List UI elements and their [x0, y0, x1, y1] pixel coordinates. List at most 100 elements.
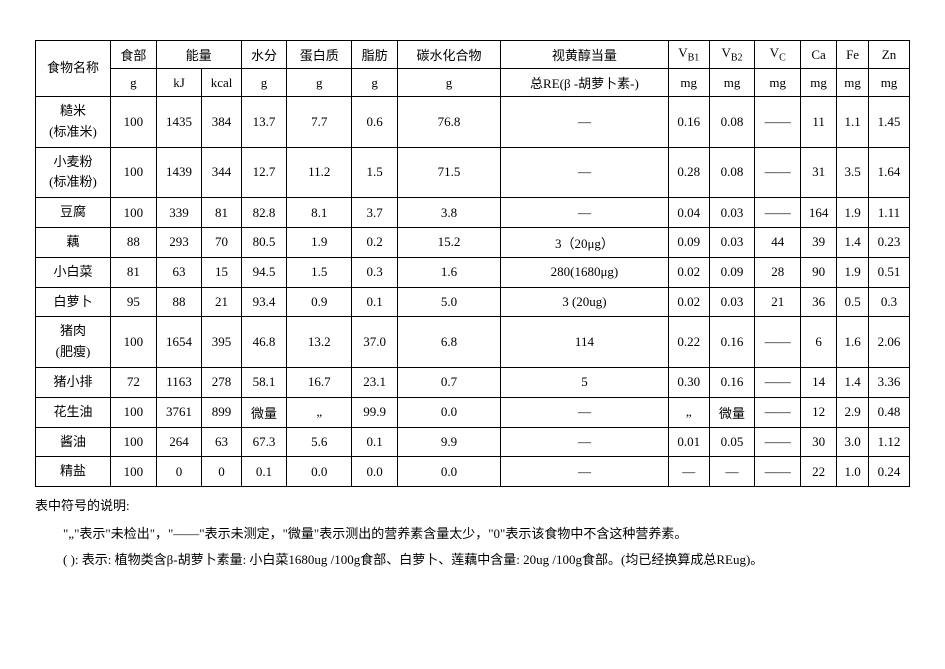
cell-zn: 0.51 [869, 257, 910, 287]
cell-vb2: 0.16 [709, 367, 755, 397]
cell-vc: 28 [755, 257, 801, 287]
cell-vb2: 0.03 [709, 198, 755, 228]
cell-vb1: — [668, 457, 709, 487]
cell-fat: 3.7 [352, 198, 398, 228]
cell-retinol: 5 [501, 367, 669, 397]
cell-kcal: 278 [202, 367, 241, 397]
cell-zn: 0.3 [869, 287, 910, 317]
cell-zn: 1.11 [869, 198, 910, 228]
cell-zn: 2.06 [869, 317, 910, 368]
cell-carb: 3.8 [397, 198, 500, 228]
cell-carb: 76.8 [397, 97, 500, 148]
cell-protein: 5.6 [287, 427, 352, 457]
food-name-cell: 藕 [36, 227, 111, 257]
cell-vc: —— [755, 427, 801, 457]
cell-fat: 0.1 [352, 427, 398, 457]
cell-fat: 0.2 [352, 227, 398, 257]
cell-fe: 0.5 [837, 287, 869, 317]
cell-carb: 71.5 [397, 147, 500, 198]
cell-ca: 11 [801, 97, 837, 148]
cell-retinol: 3（20μg） [501, 227, 669, 257]
cell-protein: 1.5 [287, 257, 352, 287]
cell-water: 12.7 [241, 147, 287, 198]
cell-ca: 164 [801, 198, 837, 228]
cell-edible: 100 [111, 97, 157, 148]
cell-fe: 3.0 [837, 427, 869, 457]
cell-fat: 1.5 [352, 147, 398, 198]
cell-kcal: 395 [202, 317, 241, 368]
food-name-cell: 小白菜 [36, 257, 111, 287]
cell-vc: —— [755, 367, 801, 397]
table-row: 酱油1002646367.35.60.19.9—0.010.05——303.01… [36, 427, 910, 457]
cell-fat: 0.3 [352, 257, 398, 287]
cell-fe: 1.1 [837, 97, 869, 148]
cell-kj: 1439 [156, 147, 202, 198]
cell-vb1: 0.22 [668, 317, 709, 368]
cell-edible: 100 [111, 317, 157, 368]
cell-kcal: 344 [202, 147, 241, 198]
table-row: 白萝卜95882193.40.90.15.03 (20ug)0.020.0321… [36, 287, 910, 317]
cell-vb1: 0.02 [668, 257, 709, 287]
cell-protein: 11.2 [287, 147, 352, 198]
cell-vb2: 0.03 [709, 287, 755, 317]
cell-vb2: 0.05 [709, 427, 755, 457]
cell-fe: 2.9 [837, 397, 869, 427]
cell-water: 80.5 [241, 227, 287, 257]
cell-retinol: — [501, 147, 669, 198]
cell-vc: 44 [755, 227, 801, 257]
cell-vb1: 0.04 [668, 198, 709, 228]
cell-water: 82.8 [241, 198, 287, 228]
cell-fe: 1.6 [837, 317, 869, 368]
notes-line2: ( ): 表示: 植物类含β-胡萝卜素量: 小白菜1680ug /100g食部、… [35, 547, 910, 573]
cell-edible: 81 [111, 257, 157, 287]
cell-vb2: 0.03 [709, 227, 755, 257]
cell-fe: 1.4 [837, 227, 869, 257]
cell-vb2: 0.08 [709, 97, 755, 148]
cell-kj: 88 [156, 287, 202, 317]
cell-edible: 100 [111, 427, 157, 457]
cell-water: 93.4 [241, 287, 287, 317]
cell-kj: 1654 [156, 317, 202, 368]
cell-zn: 0.23 [869, 227, 910, 257]
cell-kj: 293 [156, 227, 202, 257]
cell-vc: —— [755, 198, 801, 228]
cell-retinol: — [501, 198, 669, 228]
table-row: 精盐100000.10.00.00.0—————221.00.24 [36, 457, 910, 487]
cell-ca: 30 [801, 427, 837, 457]
cell-vb1: 0.09 [668, 227, 709, 257]
cell-protein: 0.9 [287, 287, 352, 317]
cell-edible: 72 [111, 367, 157, 397]
cell-kj: 1163 [156, 367, 202, 397]
cell-zn: 1.12 [869, 427, 910, 457]
cell-protein: 13.2 [287, 317, 352, 368]
cell-carb: 5.0 [397, 287, 500, 317]
cell-ca: 22 [801, 457, 837, 487]
cell-kj: 339 [156, 198, 202, 228]
cell-fat: 0.0 [352, 457, 398, 487]
cell-kcal: 81 [202, 198, 241, 228]
cell-water: 94.5 [241, 257, 287, 287]
cell-carb: 0.7 [397, 367, 500, 397]
cell-vc: 21 [755, 287, 801, 317]
cell-ca: 6 [801, 317, 837, 368]
cell-protein: „ [287, 397, 352, 427]
cell-vc: —— [755, 457, 801, 487]
cell-fat: 0.1 [352, 287, 398, 317]
cell-zn: 1.64 [869, 147, 910, 198]
cell-fe: 1.0 [837, 457, 869, 487]
cell-water: 46.8 [241, 317, 287, 368]
cell-kj: 1435 [156, 97, 202, 148]
cell-fe: 1.9 [837, 257, 869, 287]
cell-protein: 7.7 [287, 97, 352, 148]
cell-protein: 8.1 [287, 198, 352, 228]
cell-edible: 88 [111, 227, 157, 257]
cell-retinol: 114 [501, 317, 669, 368]
cell-ca: 90 [801, 257, 837, 287]
cell-vb1: 0.28 [668, 147, 709, 198]
cell-vc: —— [755, 317, 801, 368]
cell-edible: 100 [111, 457, 157, 487]
food-name-cell: 猪小排 [36, 367, 111, 397]
cell-edible: 95 [111, 287, 157, 317]
cell-vb1: 0.01 [668, 427, 709, 457]
table-row: 小白菜81631594.51.50.31.6280(1680μg)0.020.0… [36, 257, 910, 287]
